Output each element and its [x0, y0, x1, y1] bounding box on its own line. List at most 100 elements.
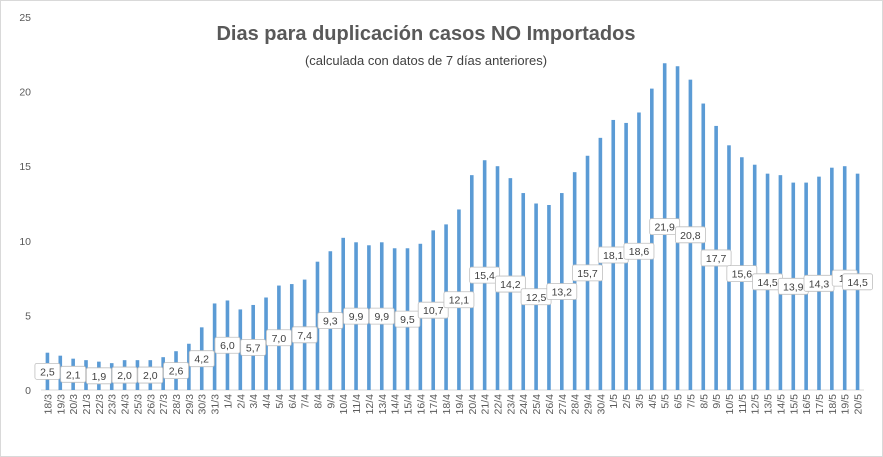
data-label-box: [623, 242, 655, 260]
data-label-text: 9,3: [323, 316, 338, 328]
x-tick-label: 25/3: [132, 394, 144, 415]
data-label: 14,2: [494, 275, 526, 293]
data-label: 7,0: [265, 329, 292, 347]
data-label: 15,4: [469, 266, 501, 284]
data-label: 15,7: [572, 264, 603, 282]
data-label: 21,9: [649, 218, 681, 236]
x-tick-label: 12/4: [364, 394, 376, 415]
data-label-text: 2,5: [40, 366, 55, 378]
data-label-text: 20,8: [680, 230, 701, 242]
data-label: 9,9: [368, 307, 395, 325]
x-tick-label: 24/3: [120, 394, 132, 415]
data-label: 2,0: [137, 366, 164, 384]
data-label-box: [700, 249, 732, 267]
x-tick-label: 6/4: [287, 394, 299, 409]
x-tick-label: 9/5: [711, 394, 723, 409]
data-label: 6,0: [214, 336, 241, 354]
data-label-box: [163, 362, 189, 380]
data-label-text: 2,6: [169, 366, 184, 378]
y-tick-label: 25: [19, 12, 31, 24]
data-label-text: 7,4: [297, 330, 312, 342]
x-tick-label: 18/4: [441, 394, 453, 415]
x-tick-label: 6/5: [673, 394, 685, 409]
data-label: 7,4: [291, 326, 318, 344]
bar: [598, 137, 603, 390]
x-tick-label: 16/4: [415, 394, 427, 415]
x-tick-label: 23/3: [107, 394, 119, 415]
data-label-box: [240, 339, 267, 356]
x-tick-label: 19/3: [55, 394, 67, 415]
data-label-text: 18,6: [629, 246, 650, 258]
data-label-text: 14,2: [500, 279, 521, 291]
data-label-box: [343, 307, 369, 325]
x-tick-label: 4/5: [647, 394, 659, 409]
data-label: 17,7: [700, 249, 732, 267]
data-label-text: 9,9: [374, 311, 389, 323]
x-tick-label: 26/4: [544, 394, 556, 415]
x-tick-label: 8/4: [312, 394, 324, 409]
y-tick-label: 5: [25, 310, 31, 322]
data-label-box: [368, 307, 395, 325]
x-tick-label: 21/4: [480, 394, 492, 415]
data-label: 2,5: [34, 362, 61, 380]
x-tick-label: 21/3: [81, 394, 93, 415]
data-label-text: 18,1: [603, 250, 624, 262]
x-tick-label: 14/5: [775, 394, 787, 415]
data-label-text: 13,9: [783, 281, 804, 293]
x-tick-label: 30/4: [595, 394, 607, 415]
x-tick-label: 13/5: [763, 394, 775, 415]
x-tick-label: 23/4: [505, 394, 517, 415]
data-label: 13,2: [546, 283, 578, 300]
data-label-box: [469, 266, 501, 284]
x-tick-label: 2/5: [621, 394, 633, 409]
data-label-box: [291, 326, 318, 344]
data-label: 1,9: [85, 367, 112, 385]
data-label-box: [214, 336, 241, 354]
data-label-text: 2,0: [143, 370, 158, 382]
x-tick-label: 19/4: [454, 394, 466, 415]
data-label: 14,5: [842, 273, 873, 291]
data-label-box: [546, 283, 578, 300]
x-tick-label: 22/3: [94, 394, 106, 415]
data-label-box: [572, 264, 603, 282]
data-label: 20,8: [675, 226, 706, 244]
x-tick-label: 7/5: [685, 394, 697, 409]
x-tick-label: 16/5: [801, 394, 813, 415]
data-label-box: [188, 350, 215, 368]
data-label-text: 15,4: [474, 270, 495, 282]
x-tick-label: 17/5: [814, 394, 826, 415]
data-label-box: [494, 275, 526, 293]
data-label-text: 15,7: [577, 268, 598, 280]
data-label: 18,6: [623, 242, 655, 260]
x-tick-label: 4/4: [261, 394, 273, 409]
data-label-text: 2,1: [66, 369, 81, 381]
data-label-box: [394, 310, 421, 328]
x-tick-label: 15/4: [402, 394, 414, 415]
data-label: 2,6: [163, 362, 189, 380]
data-label-box: [842, 273, 873, 291]
x-tick-label: 15/5: [788, 394, 800, 415]
data-label-box: [417, 301, 449, 319]
bar: [650, 88, 654, 391]
x-tick-label: 18/5: [827, 394, 839, 415]
x-tick-label: 9/4: [325, 394, 337, 409]
data-label: 14,3: [803, 274, 835, 292]
data-label-box: [34, 362, 61, 380]
chart-subtitle: (calculada con datos de 7 días anteriore…: [304, 53, 548, 68]
data-label-text: 2,0: [117, 370, 132, 382]
x-tick-label: 27/3: [158, 394, 170, 415]
y-tick-label: 10: [19, 236, 31, 248]
y-tick-label: 0: [25, 385, 31, 397]
data-label-text: 9,9: [349, 311, 364, 323]
data-label: 13,9: [777, 277, 809, 295]
x-tick-label: 1/5: [608, 394, 620, 409]
x-tick-label: 3/4: [248, 394, 260, 409]
x-tick-label: 13/4: [377, 394, 389, 415]
data-label-text: 17,7: [706, 253, 727, 265]
data-label-text: 14,3: [809, 278, 830, 290]
x-tick-label: 3/5: [634, 394, 646, 409]
data-label-text: 6,0: [220, 340, 235, 352]
data-label-text: 7,0: [272, 333, 287, 345]
data-label: 9,3: [317, 312, 344, 330]
